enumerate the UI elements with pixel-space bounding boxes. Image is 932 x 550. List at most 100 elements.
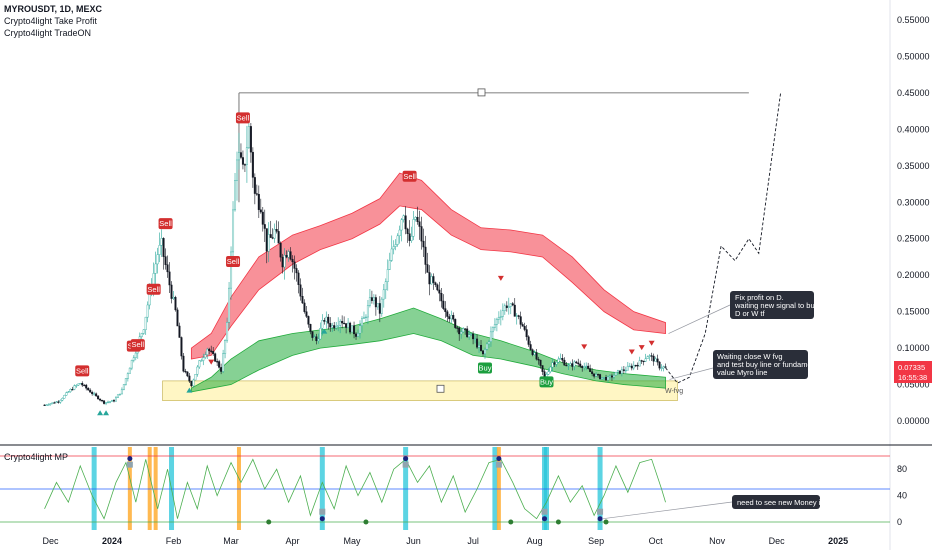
candle-body — [317, 338, 320, 342]
candle-body — [618, 370, 621, 374]
candle-body — [210, 350, 213, 352]
candle-body — [428, 272, 431, 285]
candle-body — [267, 234, 270, 252]
candle-body — [202, 357, 205, 361]
x-tick-label: Jun — [406, 536, 421, 546]
signals[interactable]: SellSellSellSellSellSellSellSellBuyBuy — [75, 112, 655, 416]
down-arrow-icon — [638, 345, 645, 351]
candle-body — [614, 371, 617, 376]
candle-body — [551, 362, 554, 368]
candle-body — [180, 337, 183, 357]
candle-body — [472, 333, 475, 340]
symbol-title[interactable]: MYROUSDT, 1D, MEXC — [4, 4, 103, 14]
down-arrow-icon — [208, 359, 215, 365]
osc-green-dot — [555, 519, 561, 525]
candle-body — [581, 366, 584, 369]
candle-body — [347, 322, 350, 328]
sell-signal-label: Sell — [132, 340, 145, 349]
candle-body — [656, 358, 659, 363]
candle-body — [555, 362, 558, 365]
candle-body — [446, 311, 449, 317]
candle-body — [402, 215, 405, 220]
candle-body — [523, 326, 526, 330]
candle-body — [345, 323, 348, 328]
candle-body — [293, 261, 296, 269]
candle-body — [85, 384, 88, 389]
candle-body — [541, 365, 544, 372]
candle-body — [394, 244, 397, 247]
candle-body — [271, 237, 274, 239]
candle-body — [71, 389, 74, 391]
candle-body — [364, 316, 367, 319]
indicator-mp[interactable]: Crypto4light MP — [4, 452, 68, 462]
candle-body — [313, 336, 316, 338]
candle-body — [142, 329, 145, 334]
indicator-tradeon[interactable]: Crypto4light TradeON — [4, 28, 91, 38]
candle-body — [245, 147, 248, 165]
candle-body — [359, 325, 362, 334]
candle-body — [470, 333, 473, 335]
osc-marker-icon — [402, 461, 409, 468]
candle-body — [144, 316, 147, 330]
price-badge-timer: 16:55:38 — [898, 373, 927, 382]
candle-body — [545, 374, 548, 377]
candle-body — [164, 256, 167, 265]
candle-body — [283, 255, 286, 268]
candle-body — [188, 375, 191, 382]
y-tick-label: 0.30000 — [897, 197, 930, 207]
note-2-line-2: and test buy line or fundamental — [717, 360, 824, 369]
candle-body — [507, 306, 510, 308]
candle-body — [573, 361, 576, 367]
candle-body — [140, 333, 143, 337]
candle-body — [208, 348, 211, 352]
candle-body — [289, 251, 292, 260]
candle-body — [75, 385, 78, 387]
candle-body — [612, 374, 615, 378]
candle-body — [422, 240, 425, 248]
candle-body — [583, 366, 586, 369]
candle-body — [291, 258, 294, 263]
candle-body — [593, 373, 596, 377]
candle-body — [194, 374, 197, 381]
candle-body — [646, 356, 649, 359]
candle-body — [648, 355, 651, 357]
candle-body — [519, 316, 522, 325]
candle-body — [577, 362, 580, 365]
y-tick-label: 0.25000 — [897, 234, 930, 244]
candle-body — [319, 328, 322, 340]
candle-body — [575, 361, 578, 364]
buy-signal-badge — [477, 362, 492, 374]
candle-body — [589, 368, 592, 372]
candle-body — [91, 392, 94, 395]
candle-body — [634, 364, 637, 367]
osc-marker-dot — [319, 516, 325, 522]
candle-body — [505, 305, 508, 308]
cyan-bar — [403, 447, 409, 530]
candle-body — [279, 242, 282, 258]
candle-body — [595, 374, 598, 377]
price-badge-price: 0.07335 — [898, 363, 925, 372]
candle-body — [132, 357, 135, 361]
candle-body — [47, 404, 50, 406]
candle-body — [172, 297, 175, 299]
candle-body — [228, 287, 231, 323]
candle-body — [158, 245, 161, 255]
candle-body — [462, 328, 465, 333]
candle-body — [79, 383, 82, 385]
candle-body — [503, 305, 506, 311]
indicator-take-profit[interactable]: Crypto4light Take Profit — [4, 16, 97, 26]
candle-body — [277, 231, 280, 244]
osc-line — [44, 458, 666, 520]
candle-body — [442, 300, 445, 309]
candle-body — [337, 325, 340, 327]
up-arrow-icon — [321, 328, 328, 334]
candle-body — [474, 338, 477, 340]
candle-body — [549, 366, 552, 372]
candle-body — [658, 361, 661, 369]
osc-marker-icon — [541, 508, 548, 515]
note-box-1 — [730, 291, 814, 319]
osc-y-tick-label: 40 — [897, 491, 907, 501]
candle-body — [493, 324, 496, 328]
candle-body — [626, 365, 629, 371]
